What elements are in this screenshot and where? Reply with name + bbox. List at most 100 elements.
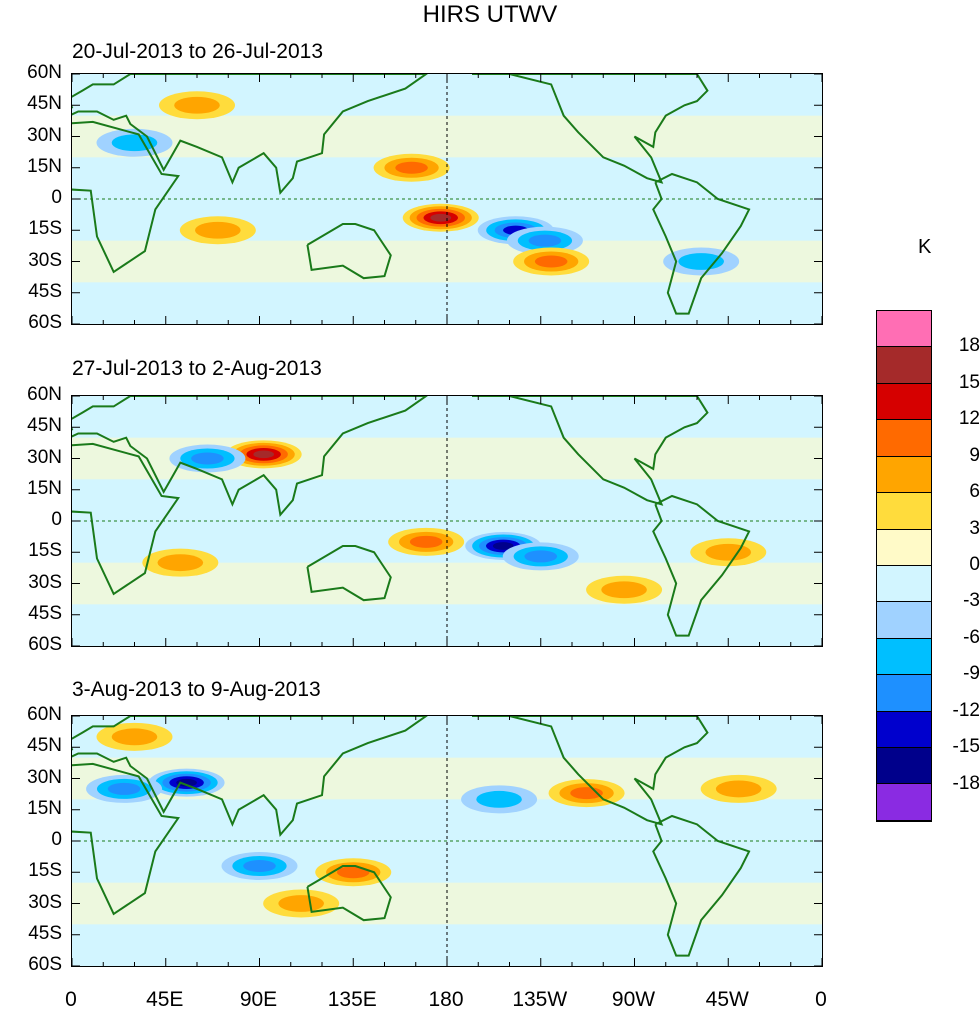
lat-label: 15S (28, 540, 62, 562)
colorbar-label: -9 (963, 663, 980, 685)
anomaly-feature (96, 722, 173, 751)
lat-label: 30S (28, 891, 62, 913)
colorbar-label: 9 (969, 444, 980, 466)
anomaly-feature (690, 538, 767, 567)
lat-label: 60N (27, 384, 62, 405)
lat-label: 15S (28, 218, 62, 240)
coastline (306, 545, 392, 602)
anomaly-feature (388, 527, 465, 556)
contour-level (715, 780, 762, 798)
lon-label: 45W (705, 988, 749, 1011)
coastline (72, 74, 428, 196)
contour-level (157, 554, 204, 572)
anomaly-feature (263, 889, 340, 918)
lat-label: 45N (27, 415, 62, 437)
panel-1-title: 20-Jul-2013 to 26-Jul-2013 (72, 40, 323, 63)
coastline (306, 223, 392, 280)
contour-level (176, 778, 197, 787)
anomaly-feature (179, 216, 256, 245)
lon-label: 135W (512, 988, 568, 1011)
contour-level (107, 782, 141, 795)
lon-label: 90W (611, 988, 656, 1011)
coastline (72, 120, 181, 274)
lat-label: 30N (27, 446, 62, 468)
colorbar (876, 310, 932, 822)
contour-level (278, 895, 324, 912)
lat-label: 45N (27, 735, 62, 757)
anomaly-feature (513, 247, 590, 276)
anomaly-feature (169, 444, 246, 473)
coastline (472, 716, 709, 826)
lat-label: 30S (28, 571, 62, 593)
lat-label: 30N (27, 124, 62, 146)
lon-label: 0 (815, 988, 827, 1011)
contour-level (492, 542, 514, 550)
coastline (72, 442, 181, 596)
lat-label: 45N (27, 93, 62, 115)
lat-label: 45S (28, 602, 62, 624)
lat-label: 15N (27, 155, 62, 177)
lat-label: 60S (28, 312, 62, 333)
panel-2-title: 27-Jul-2013 to 2-Aug-2013 (72, 357, 322, 380)
lat-label: 30N (27, 766, 62, 788)
lon-label: 45E (146, 988, 184, 1011)
anomaly-feature (461, 785, 538, 814)
map-svg-2 (72, 396, 822, 646)
contour-level (430, 213, 452, 222)
anomaly-feature (586, 575, 663, 604)
lat-label: 60S (28, 634, 62, 655)
contour-level (528, 234, 562, 247)
lat-label: 15N (27, 797, 62, 819)
colorbar-label: 18 (958, 335, 980, 357)
coastline (72, 716, 428, 838)
lon-label: 135E (327, 988, 377, 1011)
lat-label: 0 (51, 187, 62, 208)
coastline (652, 814, 751, 957)
contour-level (191, 452, 224, 465)
colorbar-swatch (877, 638, 931, 676)
contour-level (243, 860, 276, 872)
lat-label: 60S (28, 954, 62, 975)
colorbar-swatch (877, 347, 931, 384)
anomaly-feature (86, 774, 163, 803)
contour-level (524, 550, 558, 563)
anomaly-feature (221, 852, 298, 880)
anomaly-feature (148, 768, 225, 797)
lon-label: 180 (428, 988, 464, 1011)
coastline (472, 74, 709, 184)
contour-level (195, 221, 241, 239)
lat-label: 15S (28, 860, 62, 882)
colorbar-label: 3 (969, 517, 980, 539)
coastline (72, 396, 428, 518)
colorbar-swatch (877, 493, 931, 530)
anomaly-feature (502, 542, 579, 571)
colorbar-swatch (877, 602, 931, 639)
anomaly-feature (142, 548, 219, 577)
coastline (306, 865, 392, 922)
map-panel-3 (71, 715, 823, 967)
contour-level (336, 866, 370, 879)
contour-level (174, 96, 220, 114)
lat-label: 0 (51, 829, 62, 850)
contour-level (534, 255, 568, 268)
colorbar-swatch (877, 383, 931, 421)
panel-3-title: 3-Aug-2013 to 9-Aug-2013 (72, 678, 321, 701)
coastline (652, 494, 751, 637)
colorbar-label: -15 (952, 736, 980, 758)
anomaly-feature (225, 440, 302, 469)
anomaly-feature (700, 774, 777, 803)
contour-level (705, 543, 752, 561)
colorbar-swatch (877, 711, 931, 749)
lat-label: 60N (27, 704, 62, 725)
map-svg-1 (72, 74, 822, 324)
colorbar-label: 0 (969, 554, 980, 575)
coastline (472, 396, 709, 506)
lat-label: 30S (28, 249, 62, 271)
lon-label: 90E (239, 988, 278, 1011)
lon-label: 0 (65, 988, 77, 1011)
colorbar-swatch (877, 529, 931, 566)
contour-level (476, 790, 522, 808)
colorbar-swatch (877, 675, 931, 712)
lat-label: 60N (27, 62, 62, 83)
coastline (652, 172, 751, 315)
